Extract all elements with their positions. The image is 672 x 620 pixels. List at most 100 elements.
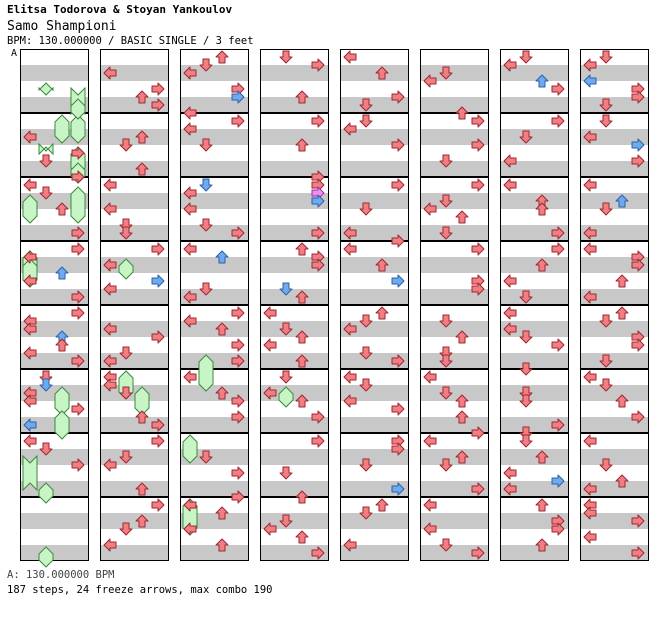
freeze-arrow	[70, 98, 86, 120]
left-arrow	[103, 66, 117, 80]
down-arrow	[439, 538, 453, 552]
right-arrow	[551, 226, 565, 240]
up-arrow	[615, 274, 629, 288]
left-arrow	[583, 74, 597, 88]
right-arrow	[71, 242, 85, 256]
up-arrow	[215, 250, 229, 264]
down-arrow	[39, 186, 53, 200]
freeze-arrow	[38, 482, 54, 504]
down-arrow	[519, 290, 533, 304]
right-arrow	[231, 466, 245, 480]
right-arrow	[311, 258, 325, 272]
right-arrow	[71, 354, 85, 368]
left-arrow	[183, 202, 197, 216]
down-arrow	[279, 322, 293, 336]
down-arrow	[359, 114, 373, 128]
left-arrow	[183, 122, 197, 136]
measure-block	[180, 49, 249, 113]
measure-block	[260, 49, 329, 113]
left-arrow	[583, 242, 597, 256]
freeze-arrow	[70, 114, 86, 144]
up-arrow	[215, 386, 229, 400]
down-arrow	[519, 362, 533, 376]
right-arrow	[71, 458, 85, 472]
right-arrow	[471, 282, 485, 296]
down-arrow	[519, 434, 533, 448]
left-arrow	[343, 242, 357, 256]
up-arrow	[535, 450, 549, 464]
up-arrow	[615, 394, 629, 408]
freeze-arrow	[38, 82, 54, 96]
left-arrow	[503, 322, 517, 336]
up-arrow	[455, 106, 469, 120]
right-arrow	[391, 354, 405, 368]
left-arrow	[583, 530, 597, 544]
left-arrow	[503, 466, 517, 480]
left-arrow	[583, 178, 597, 192]
right-arrow	[471, 178, 485, 192]
down-arrow	[199, 450, 213, 464]
measure-block	[580, 369, 649, 433]
freeze-arrow	[198, 354, 214, 392]
left-arrow	[183, 314, 197, 328]
right-arrow	[311, 434, 325, 448]
up-arrow	[55, 338, 69, 352]
measure-block	[100, 49, 169, 113]
measure-block	[500, 49, 569, 113]
right-arrow	[391, 138, 405, 152]
right-arrow	[391, 90, 405, 104]
right-arrow	[311, 226, 325, 240]
left-arrow	[23, 322, 37, 336]
left-arrow	[583, 290, 597, 304]
right-arrow	[471, 546, 485, 560]
freeze-arrow	[22, 454, 38, 492]
left-arrow	[183, 106, 197, 120]
freeze-arrow	[182, 434, 198, 464]
left-arrow	[263, 306, 277, 320]
left-arrow	[183, 290, 197, 304]
right-arrow	[231, 306, 245, 320]
left-arrow	[263, 386, 277, 400]
measure-block	[20, 497, 89, 561]
right-arrow	[151, 418, 165, 432]
freeze-arrow	[38, 142, 54, 156]
right-arrow	[71, 170, 85, 184]
right-arrow	[631, 514, 645, 528]
right-arrow	[551, 338, 565, 352]
left-arrow	[103, 282, 117, 296]
measure-block	[340, 49, 409, 113]
left-arrow	[503, 178, 517, 192]
left-arrow	[503, 154, 517, 168]
down-arrow	[119, 346, 133, 360]
up-arrow	[135, 90, 149, 104]
right-arrow	[471, 242, 485, 256]
down-arrow	[199, 138, 213, 152]
right-arrow	[391, 274, 405, 288]
left-arrow	[103, 202, 117, 216]
right-arrow	[551, 242, 565, 256]
right-arrow	[231, 394, 245, 408]
up-arrow	[295, 290, 309, 304]
right-arrow	[151, 242, 165, 256]
right-arrow	[391, 442, 405, 456]
up-arrow	[135, 514, 149, 528]
right-arrow	[151, 98, 165, 112]
down-arrow	[599, 314, 613, 328]
up-arrow	[215, 506, 229, 520]
up-arrow	[615, 474, 629, 488]
right-arrow	[311, 58, 325, 72]
measure-block	[100, 241, 169, 305]
up-arrow	[55, 266, 69, 280]
left-arrow	[23, 250, 37, 264]
right-arrow	[631, 154, 645, 168]
up-arrow	[535, 258, 549, 272]
left-arrow	[23, 434, 37, 448]
left-arrow	[183, 186, 197, 200]
left-arrow	[583, 434, 597, 448]
down-arrow	[519, 130, 533, 144]
up-arrow	[215, 50, 229, 64]
down-arrow	[39, 154, 53, 168]
measure-block	[500, 369, 569, 433]
right-arrow	[71, 290, 85, 304]
left-arrow	[503, 58, 517, 72]
